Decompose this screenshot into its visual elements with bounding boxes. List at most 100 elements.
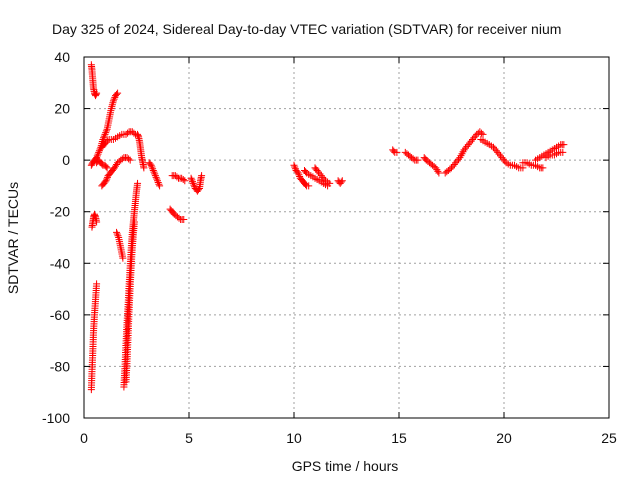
data-point [150, 168, 158, 176]
data-point [118, 155, 126, 163]
data-point [103, 173, 111, 181]
data-point [294, 169, 302, 177]
data-point [104, 137, 112, 145]
data-point [114, 232, 122, 240]
data-point [560, 141, 568, 149]
data-point [559, 148, 567, 156]
data-point [393, 148, 401, 156]
data-point [93, 280, 101, 288]
data-point [180, 215, 188, 223]
data-point [179, 175, 187, 183]
series-arc-4 [134, 130, 148, 172]
series-arc-11 [420, 154, 443, 177]
data-point [108, 101, 116, 109]
series-arc-7 [187, 172, 206, 195]
data-point [140, 164, 148, 172]
series-arc-16 [542, 148, 567, 162]
data-point [155, 180, 163, 188]
data-point [154, 178, 162, 186]
data-point [189, 178, 196, 186]
data-point [94, 150, 102, 158]
data-point [296, 172, 304, 180]
y-tick-label: 0 [62, 152, 70, 168]
series-arc-10b [401, 148, 422, 164]
series-arc-1c [87, 61, 101, 100]
data-point [338, 177, 346, 185]
x-tick-label: 10 [286, 430, 302, 446]
series-arc-1d [87, 89, 122, 169]
series-arc-8a [290, 161, 313, 190]
x-tick-label: 25 [601, 430, 617, 446]
data-point [188, 176, 196, 184]
series-arc-8b [301, 166, 332, 190]
y-tick-label: -80 [50, 358, 70, 374]
series-arc-1b [88, 210, 101, 231]
data-point [156, 182, 164, 190]
data-point [434, 167, 442, 175]
series-arc-1e [93, 156, 111, 172]
data-point [435, 169, 443, 177]
data-point [93, 89, 101, 97]
data-point [119, 254, 127, 262]
data-point [98, 160, 106, 168]
data-point [130, 129, 138, 137]
data-point [102, 127, 110, 135]
series-arc-8c [311, 164, 334, 187]
data-point [501, 157, 509, 165]
data-point [113, 90, 121, 98]
data-point [153, 175, 161, 183]
data-point [124, 129, 132, 137]
data-point [100, 134, 108, 142]
data-point [114, 89, 122, 97]
data-point [125, 155, 133, 163]
data-point [409, 155, 417, 163]
data-point [91, 212, 99, 220]
data-point [290, 161, 298, 169]
data-point [101, 130, 109, 138]
data-point [390, 147, 398, 155]
data-point [147, 161, 155, 169]
grid-lines [84, 57, 609, 418]
data-point [295, 171, 303, 179]
data-point [189, 179, 197, 187]
x-tick-label: 5 [185, 430, 193, 446]
data-point [126, 156, 134, 164]
y-tick-label: -60 [50, 307, 70, 323]
data-point [173, 173, 181, 181]
data-point [539, 164, 547, 172]
data-point [446, 165, 454, 173]
data-point [151, 170, 159, 178]
series-arc-3b [122, 218, 138, 386]
x-tick-label: 0 [80, 430, 88, 446]
data-point [198, 172, 206, 180]
data-point [102, 163, 110, 171]
data-point [113, 228, 121, 236]
data-point [93, 218, 101, 226]
data-point [102, 177, 110, 185]
data-point [149, 165, 157, 173]
series-arc-12 [441, 128, 487, 177]
data-point [151, 172, 159, 180]
data-point [149, 166, 157, 174]
data-point [134, 179, 142, 187]
series-arc-10a [389, 146, 401, 156]
data-point [194, 186, 202, 194]
data-point [146, 160, 154, 168]
data-point [109, 97, 117, 105]
data-point [326, 179, 334, 187]
series-arc-1a [87, 280, 101, 394]
plot-frame [83, 56, 610, 419]
data-point [291, 163, 299, 171]
data-point [154, 177, 161, 185]
data-points [87, 61, 568, 394]
x-tick-label: 15 [391, 430, 407, 446]
series-arc-6b [168, 172, 189, 185]
data-point [95, 148, 103, 156]
data-point [479, 130, 487, 138]
y-tick-label: -40 [50, 255, 70, 271]
data-point [414, 156, 422, 164]
data-point [110, 95, 118, 103]
x-tick-label: 20 [496, 430, 512, 446]
data-point [455, 155, 462, 163]
data-point [302, 181, 310, 189]
